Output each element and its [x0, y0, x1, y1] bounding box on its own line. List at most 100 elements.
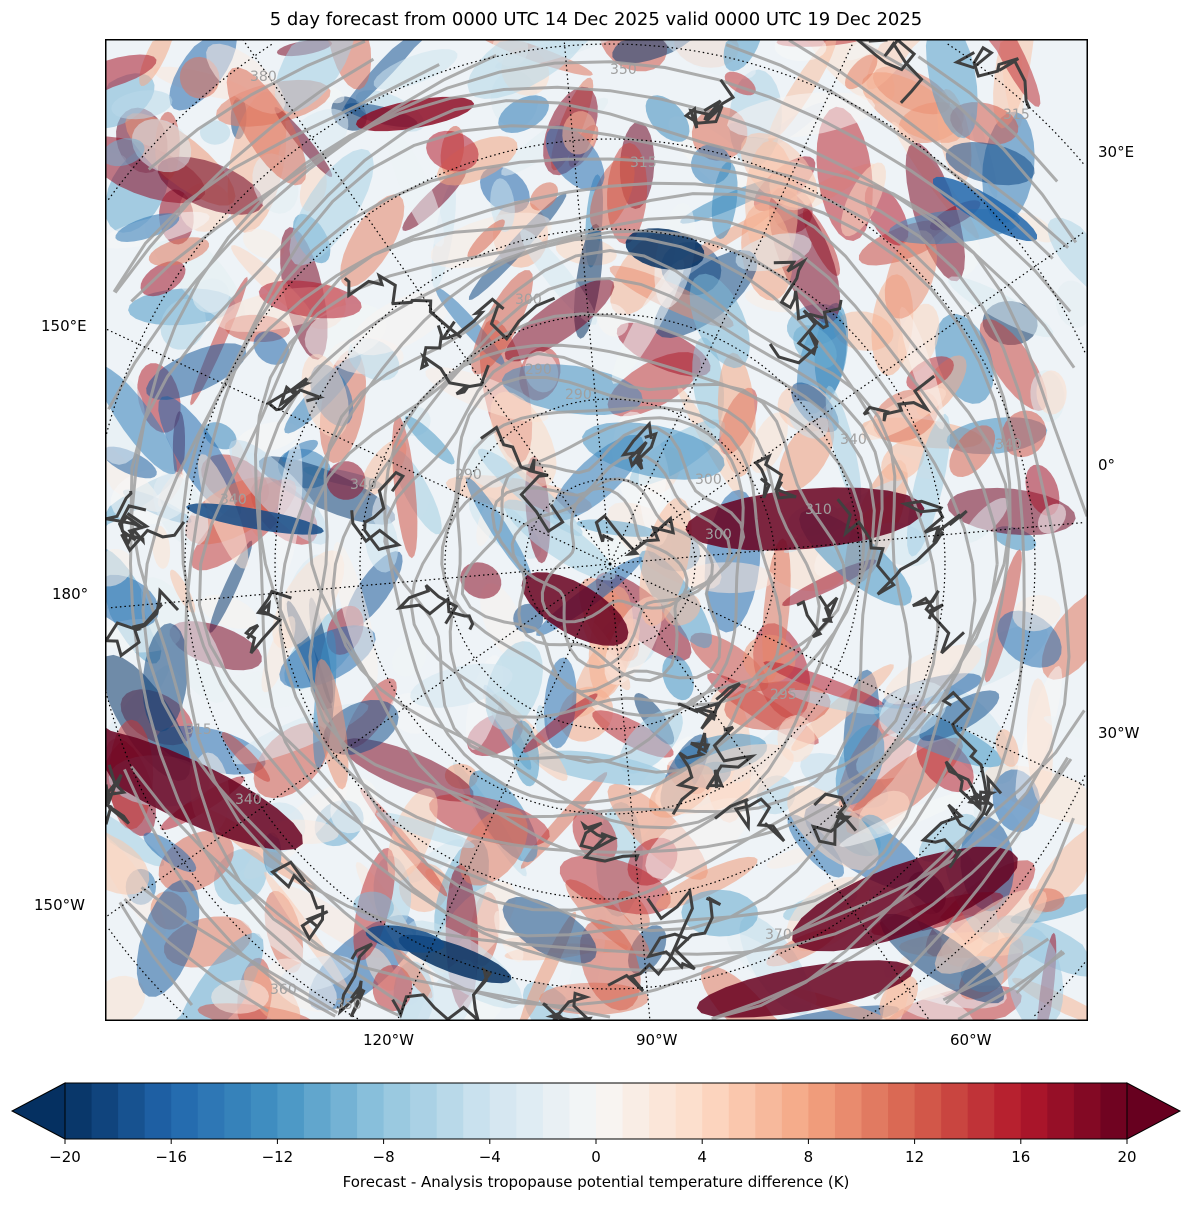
colorbar-bin [250, 1083, 278, 1139]
difference-blob [582, 422, 725, 480]
coastline [343, 272, 463, 339]
coastlines [105, 39, 1031, 1021]
contour-line [490, 453, 732, 683]
difference-blob [619, 708, 683, 774]
difference-blob [689, 273, 750, 369]
difference-blob [919, 690, 1000, 742]
difference-blob [884, 230, 937, 319]
difference-blob [846, 40, 889, 61]
difference-blob [106, 54, 157, 94]
difference-blob [106, 975, 146, 1020]
contour-line [307, 276, 884, 819]
figure-title: 5 day forecast from 0000 UTC 14 Dec 2025… [269, 9, 923, 30]
colorbar-tick-label: −4 [478, 1148, 501, 1166]
colorbar-label: Forecast - Analysis tropopause potential… [342, 1173, 850, 1191]
contour-line [409, 375, 821, 764]
contour-line [253, 215, 999, 933]
colorbar-bin [1073, 1083, 1102, 1139]
difference-blob [353, 891, 394, 922]
tropopause-contours [107, 39, 1088, 1021]
difference-blob [115, 213, 180, 242]
difference-blob [393, 947, 433, 999]
difference-blob [326, 461, 366, 500]
coastline [337, 942, 373, 1018]
difference-anomaly [933, 176, 1037, 242]
contour-line [448, 406, 783, 719]
coastline [920, 774, 1003, 869]
colorbar-bin [489, 1083, 517, 1139]
latitude-circle [444, 398, 776, 730]
contour-line [383, 343, 866, 805]
meridian-line [563, 41, 611, 565]
colorbar-bin [834, 1083, 863, 1139]
difference-blob [572, 808, 618, 863]
colorbar-bin [1100, 1083, 1128, 1139]
difference-blob [221, 732, 271, 782]
difference-blob [467, 40, 592, 99]
difference-blob [106, 549, 133, 587]
coastline [810, 792, 858, 847]
difference-blob [879, 681, 947, 739]
coastline [683, 78, 736, 129]
difference-blob [106, 366, 177, 475]
colorbar-bin [410, 1083, 438, 1139]
difference-blob [504, 279, 615, 362]
difference-blob [825, 385, 862, 506]
coastline [671, 732, 711, 816]
latitude-circle [107, 43, 1086, 1018]
coastline [105, 764, 131, 825]
difference-blob [498, 95, 549, 133]
difference-blob [276, 441, 303, 576]
colorbar-bin [649, 1083, 677, 1139]
contour-label: 315 [630, 155, 657, 171]
contour-label: 315 [185, 722, 212, 738]
difference-blob [459, 807, 528, 886]
contour-label: 310 [805, 502, 832, 518]
difference-blob [717, 352, 756, 477]
colorbar-tick-label: −8 [372, 1148, 395, 1166]
contour-label: 380 [250, 69, 277, 85]
colorbar-bin [622, 1083, 650, 1139]
contour-label: 340 [995, 437, 1022, 453]
difference-blob [562, 111, 597, 155]
colorbar-bin [357, 1083, 385, 1139]
colorbar-bin [1047, 1083, 1075, 1139]
lon-label-60w: 60°W [950, 1031, 992, 1049]
colorbar-tick-label: 8 [803, 1148, 814, 1166]
meridian-line [242, 39, 611, 565]
coastline [953, 45, 1031, 110]
difference-blob [839, 789, 976, 847]
difference-blob [727, 92, 876, 139]
colorbar-bin [277, 1083, 305, 1139]
colorbar-bin [781, 1083, 809, 1139]
coastline [796, 594, 839, 639]
difference-anomaly [521, 572, 629, 646]
contour-line [123, 43, 1075, 1018]
meridian-line [105, 563, 611, 918]
difference-blob [979, 318, 1048, 411]
lon-label-150e: 150°E [41, 317, 87, 335]
difference-blob [934, 888, 1047, 974]
difference-blob [690, 632, 769, 692]
lon-label-90w: 90°W [636, 1031, 678, 1049]
colorbar-bin [118, 1083, 146, 1139]
difference-blob [376, 812, 475, 848]
colorbar-bin [808, 1083, 836, 1139]
difference-blob [945, 142, 1035, 186]
difference-anomaly [792, 846, 1018, 952]
difference-blob [387, 788, 438, 881]
colorbar-bin [303, 1083, 332, 1139]
difference-blob [684, 562, 775, 594]
colorbar-tick-label: 16 [1011, 1148, 1031, 1166]
difference-blob [973, 800, 1022, 843]
difference-blob [351, 290, 451, 356]
difference-blob [289, 148, 374, 266]
difference-blob [106, 830, 150, 895]
colorbar-bin [224, 1083, 252, 1139]
colorbar-bin [436, 1083, 464, 1139]
coastline [607, 887, 694, 993]
difference-blob [899, 306, 945, 430]
coastline [270, 860, 329, 942]
lon-label-30e: 30°E [1098, 143, 1135, 161]
colorbar-bin [755, 1083, 783, 1139]
